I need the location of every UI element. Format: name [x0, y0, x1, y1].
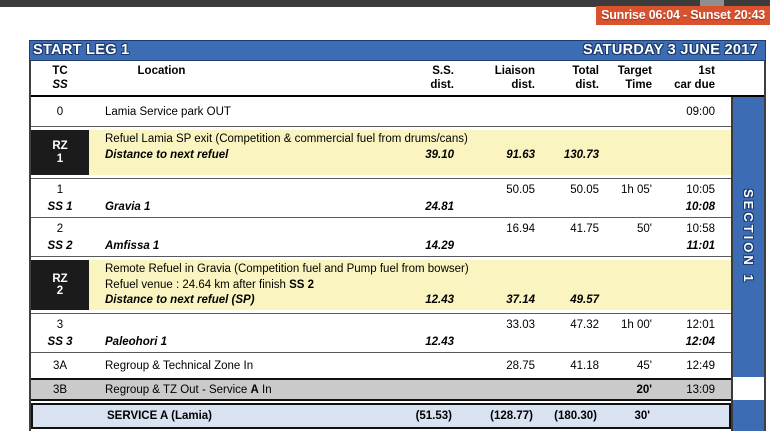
col-header-total-dist: Total dist. — [572, 65, 599, 91]
refuel-zone-info: Refuel Lamia SP exit (Competition & comm… — [89, 130, 731, 175]
section-bar-bottom-segment — [731, 400, 764, 431]
table-row-tc0: 0 Lamia Service park OUT 09:00 — [31, 97, 731, 126]
first-car-time: 12:49 — [686, 359, 715, 372]
leg-title-bar: START LEG 1 SATURDAY 3 JUNE 2017 — [29, 40, 766, 61]
location-text: Regroup & Technical Zone In — [105, 359, 254, 372]
sunrise-sunset-badge: Sunrise 06:04 - Sunset 20:43 — [596, 6, 770, 25]
distance-to-refuel-label: Distance to next refuel (SP) — [105, 294, 255, 306]
itinerary-table: START LEG 1 SATURDAY 3 JUNE 2017 TC SS L… — [29, 40, 766, 433]
stage-start-time: 12:04 — [685, 335, 715, 348]
table-row-ss1: 1 50.05 50.05 1h 05' 10:05 SS 1 Gravia 1… — [31, 178, 731, 217]
section-bar-gap — [731, 377, 764, 400]
refuel-zone-info: Remote Refuel in Gravia (Competition fue… — [89, 260, 731, 310]
refuel-zone-badge: RZ 1 — [31, 130, 89, 175]
table-row-tc3b: 3B Regroup & TZ Out - Service A In 20' 1… — [31, 378, 731, 401]
first-car-time: 10:05 — [686, 183, 715, 196]
refuel-description: Remote Refuel in Gravia (Competition fue… — [105, 263, 469, 275]
first-car-time: 13:09 — [686, 383, 715, 396]
section-side-column: SECTION 1 — [731, 61, 764, 431]
first-car-time: 10:58 — [686, 222, 715, 235]
first-car-time: 09:00 — [686, 105, 715, 118]
service-name: SERVICE A (Lamia) — [107, 410, 213, 422]
column-header-row: TC SS Location S.S. dist. Liaison dist. … — [31, 61, 731, 97]
refuel-zone-badge: RZ 2 — [31, 260, 89, 310]
stage-name: Gravia 1 — [105, 200, 151, 213]
table-content: TC SS Location S.S. dist. Liaison dist. … — [31, 61, 731, 431]
col-header-ss-dist: S.S. dist. — [430, 65, 454, 91]
table-row-rz2: RZ 2 Remote Refuel in Gravia (Competitio… — [31, 256, 731, 313]
tc-number: 3A — [52, 359, 68, 372]
table-row-ss2: 2 16.94 41.75 50' 10:58 SS 2 Amfissa 1 1… — [31, 217, 731, 256]
leg-title: START LEG 1 — [33, 42, 130, 58]
window-top-notch — [700, 0, 724, 7]
stage-start-time: 10:08 — [685, 200, 715, 213]
section-1-label: SECTION 1 — [741, 189, 756, 285]
leg-date: SATURDAY 3 JUNE 2017 — [583, 42, 758, 58]
first-car-time: 12:01 — [686, 318, 715, 331]
table-row-ss3: 3 33.03 47.32 1h 00' 12:01 SS 3 Paleohor… — [31, 313, 731, 352]
section-1-bar: SECTION 1 — [731, 97, 764, 377]
stage-name: Amfissa 1 — [105, 239, 160, 252]
table-body: TC SS Location S.S. dist. Liaison dist. … — [29, 61, 766, 431]
refuel-venue: Refuel venue : 24.64 km after finish SS … — [105, 278, 315, 291]
table-row-tc3a: 3A Regroup & Technical Zone In 28.75 41.… — [31, 352, 731, 378]
col-header-target-time: Target Time — [617, 65, 652, 91]
tc-number: 1 — [56, 183, 64, 196]
refuel-description: Refuel Lamia SP exit (Competition & comm… — [105, 133, 468, 145]
stage-label: SS 1 — [47, 200, 73, 213]
table-bottom-spacer — [31, 429, 731, 431]
section-bar-header-gap — [731, 61, 764, 97]
col-header-liaison-dist: Liaison dist. — [494, 65, 535, 91]
table-row-service-a: SERVICE A (Lamia) (51.53) (128.77) (180.… — [31, 403, 731, 429]
col-header-tc-ss: TC SS — [52, 65, 68, 91]
tc-number: 2 — [56, 222, 64, 235]
tc-number: 0 — [56, 105, 64, 118]
location-text: Lamia Service park OUT — [105, 105, 231, 118]
window-top-edge — [0, 0, 770, 7]
stage-label: SS 2 — [47, 239, 73, 252]
tc-number: 3 — [56, 318, 64, 331]
stage-start-time: 11:01 — [686, 239, 715, 252]
location-text: Regroup & TZ Out - Service A In — [105, 383, 272, 396]
col-header-first-car-due: 1st car due — [674, 65, 715, 91]
stage-label: SS 3 — [47, 335, 73, 348]
stage-name: Paleohori 1 — [105, 335, 167, 348]
col-header-location: Location — [137, 65, 186, 77]
distance-to-refuel-label: Distance to next refuel — [105, 148, 229, 161]
table-row-rz1: RZ 1 Refuel Lamia SP exit (Competition &… — [31, 126, 731, 178]
tc-number: 3B — [52, 383, 68, 396]
